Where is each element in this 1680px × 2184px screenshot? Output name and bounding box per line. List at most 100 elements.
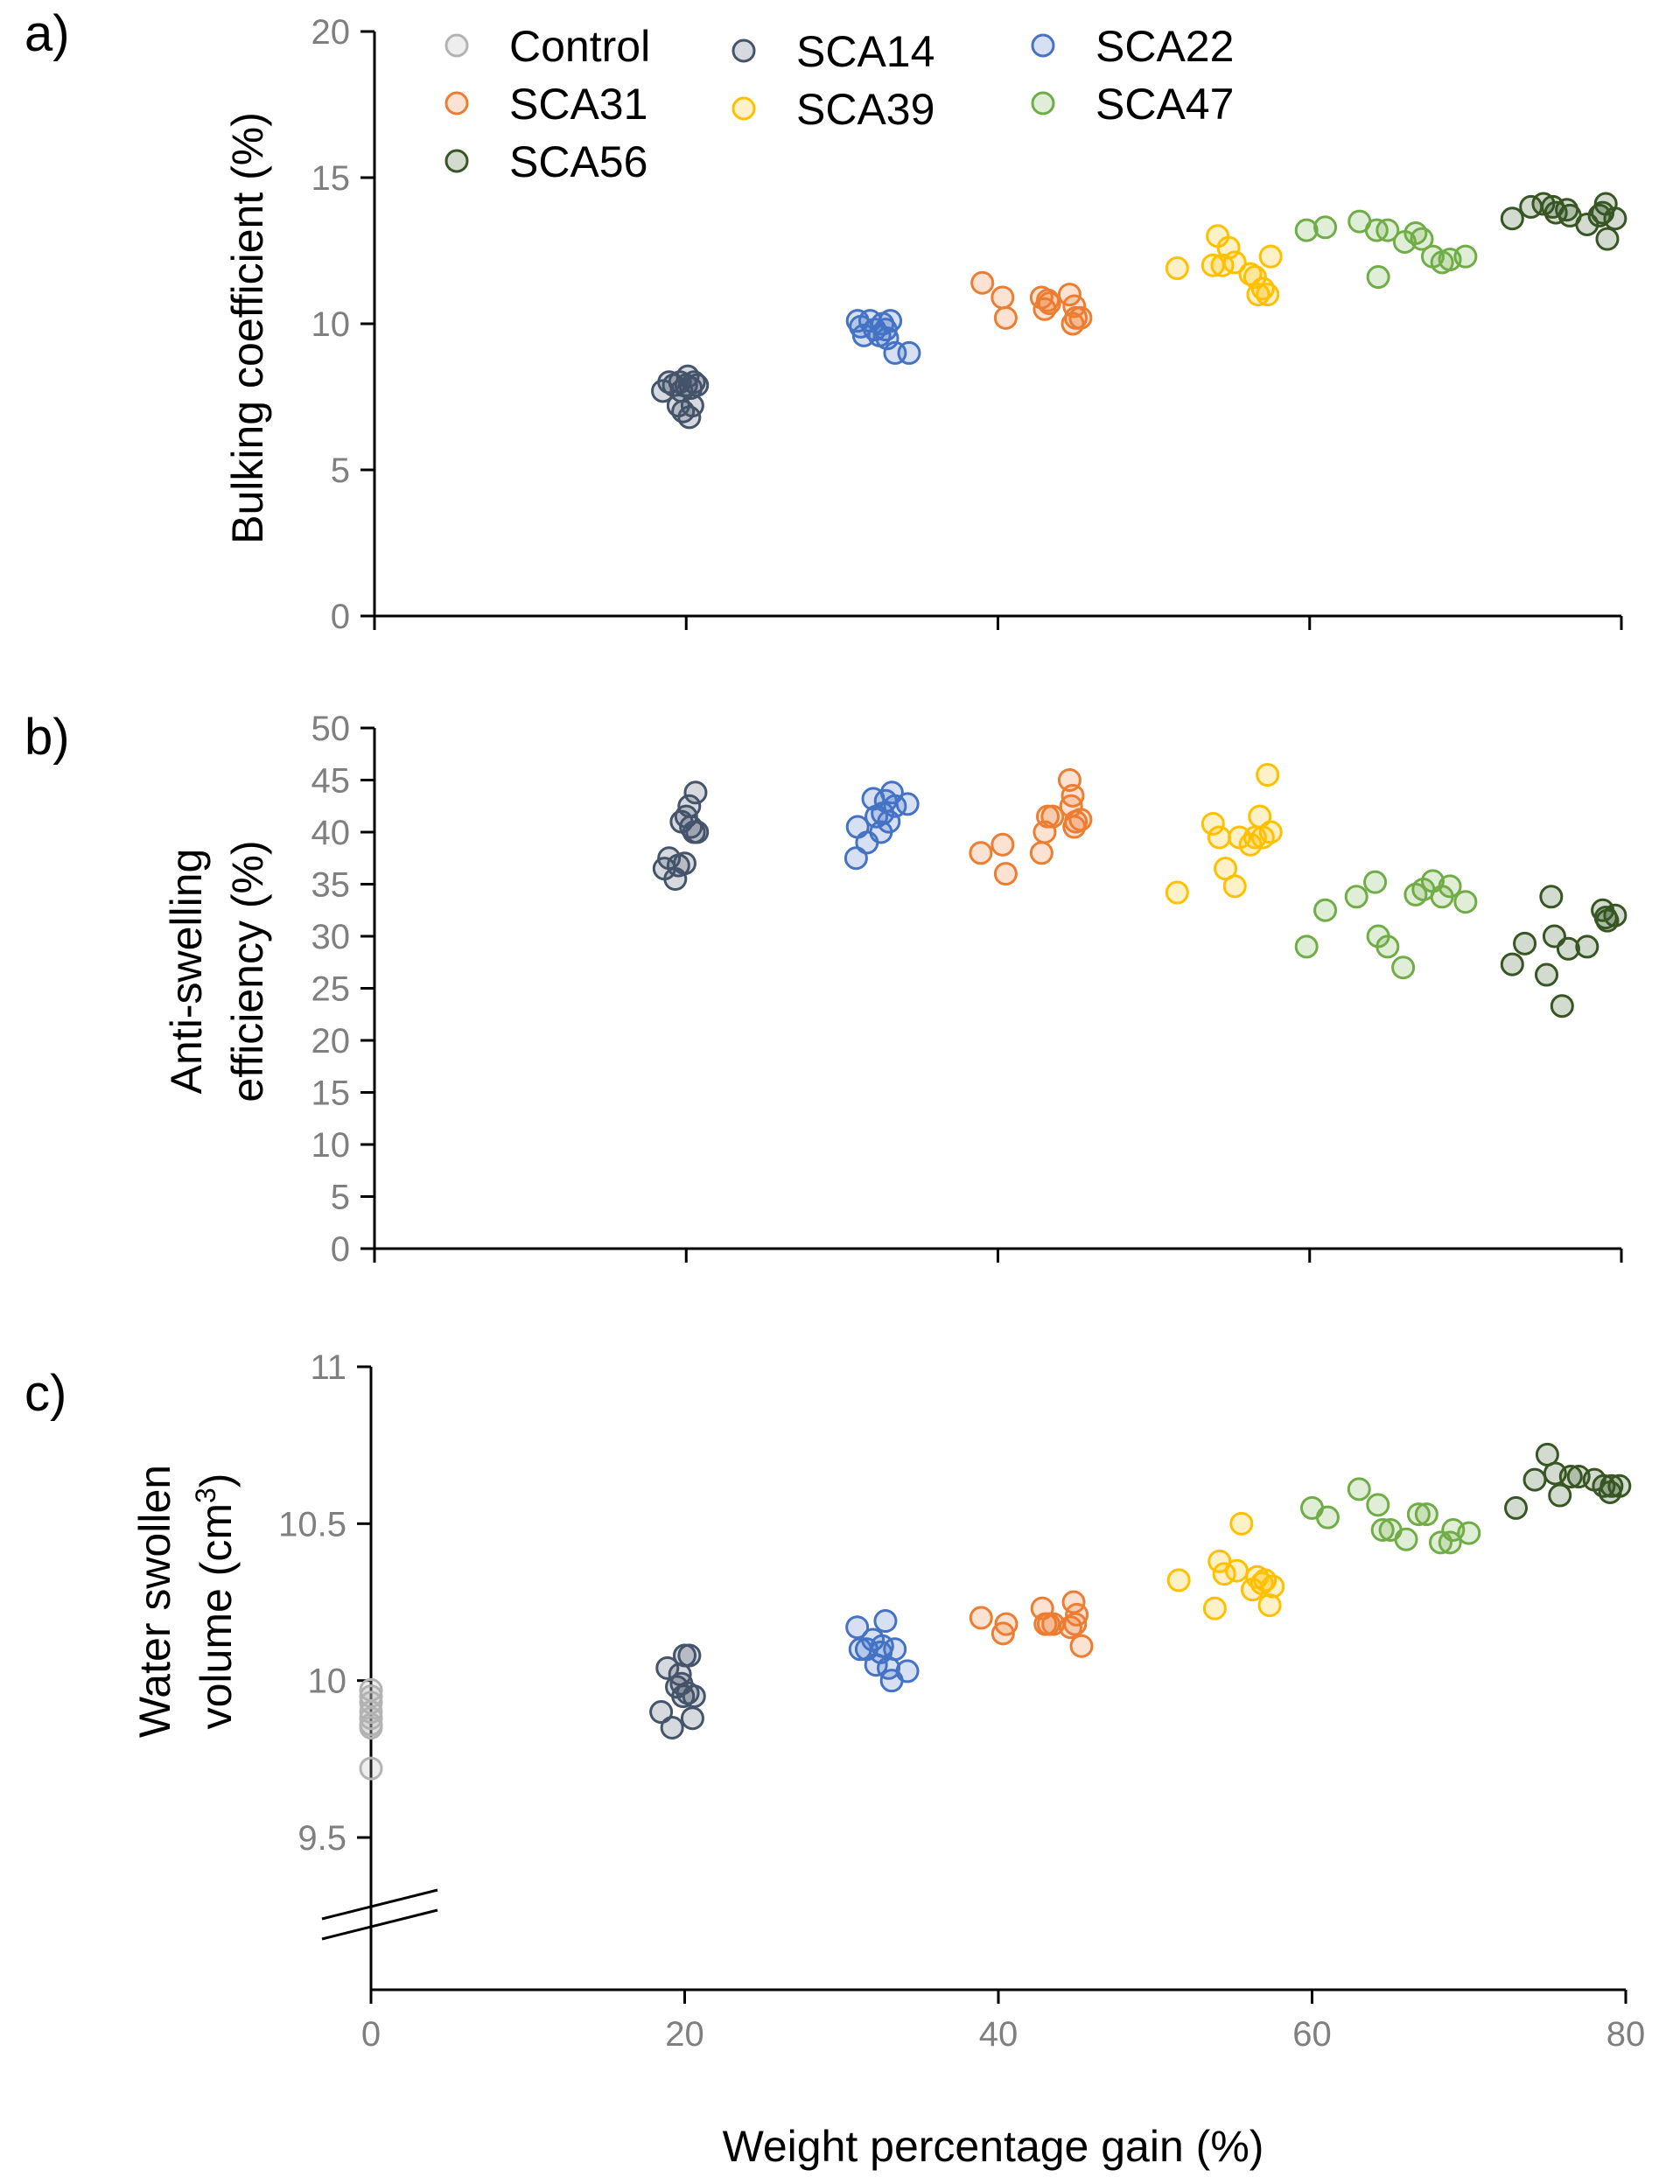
point-c-sca14-11 <box>669 1671 694 1696</box>
point-b-sca56-2 <box>1535 962 1558 987</box>
legend-marker-control <box>444 33 469 58</box>
point-b-sca22-0 <box>844 846 868 871</box>
point-b-sca56-6 <box>1556 936 1580 961</box>
legend-marker-sca47 <box>1031 91 1055 116</box>
point-a-sca39-0 <box>1165 256 1189 281</box>
legend-label-sca22: SCA22 <box>1096 22 1234 71</box>
point-c-sca14-2 <box>660 1715 684 1740</box>
point-a-sca47-8 <box>1410 227 1434 251</box>
y-tick-label-a-1: 5 <box>331 452 350 490</box>
point-b-sca31-11 <box>1062 815 1087 839</box>
y-axis-title-c-superscript: 3 <box>190 1488 221 1503</box>
point-b-sca47-1 <box>1313 898 1338 922</box>
point-a-sca47-1 <box>1313 215 1338 240</box>
panel-c: 9.5 10 10.5 11 0 20 40 60 80 <box>278 1348 1645 2054</box>
y-axis-title-c-line2: volume (cm3) <box>190 1474 241 1730</box>
y-tick-label-b-0: 0 <box>331 1230 350 1269</box>
point-a-sca47-4 <box>1366 265 1390 290</box>
axis-break-mark-2 <box>321 1908 438 1941</box>
point-c-sca31-11 <box>1063 1612 1088 1636</box>
point-a-sca56-10 <box>1595 227 1620 251</box>
legend-label-sca56: SCA56 <box>509 137 648 186</box>
point-a-sca56-11 <box>1603 206 1628 231</box>
point-c-control-4 <box>359 1690 383 1715</box>
y-axis-title-c-line1: Water swollen <box>130 1465 179 1738</box>
point-a-sca31-9 <box>1068 305 1093 330</box>
point-c-sca31-10 <box>1069 1634 1094 1658</box>
y-tick-label-b-1: 5 <box>331 1179 350 1217</box>
point-c-sca56-1 <box>1522 1467 1547 1492</box>
point-c-sca56-0 <box>1504 1495 1529 1520</box>
y-axis-title-c-part2: ) <box>192 1474 241 1488</box>
point-a-sca22-10 <box>849 314 873 339</box>
point-c-control-7 <box>359 1715 383 1740</box>
point-c-sca39-4 <box>1224 1558 1249 1583</box>
point-c-sca22-6 <box>873 1609 898 1634</box>
legend-marker-sca22 <box>1031 33 1055 58</box>
point-a-sca47-5 <box>1376 218 1400 242</box>
legend-marker-sca31 <box>444 91 469 116</box>
point-b-sca31-1 <box>990 832 1015 857</box>
point-c-sca31-0 <box>969 1606 993 1630</box>
point-c-sca22-11 <box>870 1634 894 1658</box>
point-c-sca14-9 <box>680 1706 704 1731</box>
point-c-sca47-12 <box>1457 1521 1481 1545</box>
y-tick-label-b-2: 10 <box>312 1126 351 1165</box>
point-b-sca47-5 <box>1376 934 1400 959</box>
point-b-sca31-0 <box>969 841 993 865</box>
y-axis-title-a: Bulking coefficient (%) <box>223 112 272 544</box>
point-b-sca31-3 <box>1029 841 1054 865</box>
point-a-sca39-10 <box>1256 283 1280 307</box>
point-b-sca47-12 <box>1453 890 1478 914</box>
point-a-sca39-5 <box>1222 250 1247 275</box>
y-tick-label-c-2: 10.5 <box>278 1505 346 1544</box>
point-c-control-5 <box>359 1684 383 1709</box>
panel-label-a: a) <box>24 5 70 62</box>
y-axis-title-b-line1: Anti-swelling <box>162 849 211 1095</box>
point-b-sca22-10 <box>895 792 920 816</box>
point-c-sca31-2 <box>994 1612 1018 1636</box>
point-c-sca47-8 <box>1414 1502 1438 1527</box>
point-c-sca14-0 <box>649 1700 674 1725</box>
x-tick-label-3: 60 <box>1292 2015 1332 2054</box>
point-b-sca47-2 <box>1344 885 1368 909</box>
y-tick-label-c-3: 11 <box>310 1348 346 1387</box>
point-b-sca47-6 <box>1391 956 1416 980</box>
point-b-sca22-11 <box>871 802 895 826</box>
point-c-sca39-11 <box>1261 1574 1285 1599</box>
point-b-sca31-2 <box>993 862 1018 886</box>
legend-label-control: Control <box>509 22 650 71</box>
point-b-sca14-11 <box>685 820 710 844</box>
legend-label-sca14: SCA14 <box>796 27 934 76</box>
axis-break-mark-1 <box>321 1888 438 1921</box>
point-c-sca14-8 <box>677 1643 702 1668</box>
point-b-sca14-10 <box>683 780 708 805</box>
point-b-sca39-1 <box>1200 811 1225 836</box>
point-c-sca39-10 <box>1257 1593 1282 1618</box>
point-b-sca14-5 <box>672 851 696 876</box>
y-tick-label-a-3: 15 <box>312 159 351 198</box>
y-tick-label-b-3: 15 <box>312 1074 351 1113</box>
point-a-sca47-0 <box>1294 218 1319 242</box>
point-b-sca47-11 <box>1438 874 1462 899</box>
point-a-sca39-11 <box>1258 244 1283 269</box>
legend: Control SCA14 SCA22 SCA31 SCA39 SCA47 SCA56 <box>444 22 1234 186</box>
y-tick-label-a-2: 10 <box>312 305 351 344</box>
point-c-sca56-11 <box>1600 1474 1624 1498</box>
y-tick-label-a-4: 20 <box>312 13 351 52</box>
y-tick-label-c-1: 10 <box>308 1662 347 1701</box>
point-c-sca56-5 <box>1558 1465 1583 1489</box>
legend-marker-sca14 <box>732 38 756 63</box>
point-c-sca47-7 <box>1406 1502 1431 1527</box>
x-tick-label-4: 80 <box>1606 2015 1646 2054</box>
point-b-sca39-4 <box>1222 874 1247 899</box>
point-b-sca31-12 <box>1059 794 1083 818</box>
point-b-sca56-5 <box>1550 994 1574 1018</box>
point-c-sca39-5 <box>1229 1511 1254 1536</box>
y-tick-label-b-4: 20 <box>312 1022 351 1060</box>
point-a-sca56-12 <box>1591 200 1615 225</box>
point-c-sca47-1 <box>1315 1505 1340 1530</box>
point-a-sca39-7 <box>1242 265 1267 290</box>
point-b-sca47-0 <box>1294 934 1319 959</box>
